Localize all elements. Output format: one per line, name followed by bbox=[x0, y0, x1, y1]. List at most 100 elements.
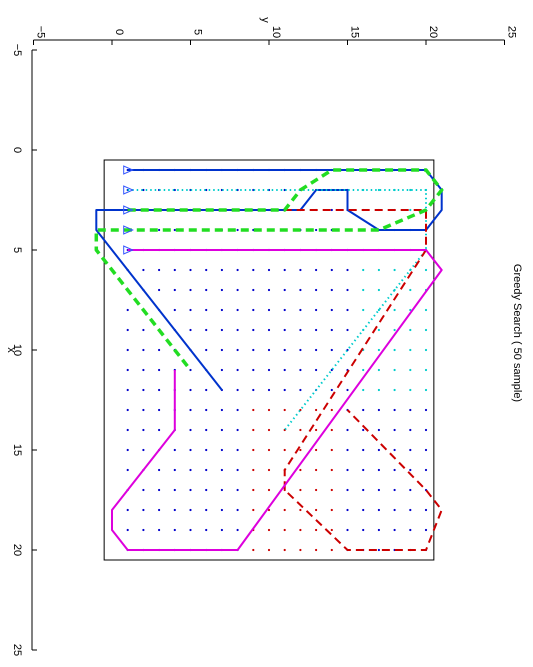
grid-dot bbox=[142, 388, 145, 392]
grid-dot bbox=[330, 548, 333, 552]
y-tick-label: 5 bbox=[192, 29, 204, 35]
x-tick-label: 0 bbox=[11, 147, 23, 153]
grid-dot bbox=[267, 428, 271, 432]
grid-dot bbox=[252, 388, 255, 392]
grid-dot bbox=[346, 508, 349, 512]
grid-dot bbox=[252, 308, 255, 312]
grid-dot bbox=[330, 308, 333, 312]
grid-dot bbox=[173, 308, 176, 312]
grid-dot bbox=[173, 528, 176, 532]
labels: Greedy Search ( 50 sample) x y bbox=[5, 17, 523, 402]
grid-dot bbox=[158, 268, 161, 272]
grid-dot bbox=[220, 468, 223, 472]
grid-dot bbox=[283, 548, 286, 552]
grid-dot bbox=[393, 268, 396, 272]
grid-dot bbox=[315, 408, 318, 412]
grid-dot bbox=[362, 268, 365, 272]
grid-dot bbox=[362, 288, 365, 292]
grid-dot bbox=[299, 368, 302, 372]
chart-title: Greedy Search ( 50 sample) bbox=[511, 264, 523, 402]
grid-dot bbox=[377, 428, 380, 432]
grid-dot bbox=[315, 548, 318, 552]
start-marker bbox=[123, 205, 134, 215]
grid-dot bbox=[299, 328, 302, 332]
series-line-5 bbox=[111, 249, 443, 551]
grid-dot bbox=[158, 408, 161, 412]
grid-dot bbox=[236, 388, 239, 392]
axes: −5 −5 0 0 5 5 10 10 15 15 20 20 25 25 bbox=[11, 26, 518, 656]
grid-dot bbox=[267, 268, 271, 272]
x-tick-label: 25 bbox=[11, 644, 23, 656]
grid-dot bbox=[393, 388, 396, 392]
grid-dot bbox=[236, 528, 239, 532]
grid-dot bbox=[346, 428, 349, 432]
grid-dot bbox=[299, 308, 302, 312]
grid-dot bbox=[330, 288, 333, 292]
grid-dot bbox=[330, 468, 333, 472]
grid-dot bbox=[377, 488, 380, 492]
grid-dot bbox=[205, 328, 208, 332]
grid-dot bbox=[252, 268, 255, 272]
grid-dot bbox=[220, 288, 223, 292]
grid-dot bbox=[205, 388, 208, 392]
grid-dot bbox=[377, 288, 380, 292]
x-tick-label: 10 bbox=[11, 344, 23, 356]
grid-dot bbox=[189, 428, 192, 432]
grid-dot bbox=[220, 428, 223, 432]
grid-dot bbox=[173, 228, 176, 232]
grid-dot bbox=[252, 448, 255, 452]
grid-dot bbox=[377, 348, 380, 352]
y-tick-label: −5 bbox=[35, 26, 47, 39]
y-tick-label: 0 bbox=[113, 29, 125, 35]
grid-dot bbox=[142, 408, 145, 412]
grid-dot bbox=[158, 348, 161, 352]
grid-dot bbox=[346, 528, 349, 532]
grid-dot bbox=[377, 308, 380, 312]
grid-dot bbox=[315, 528, 318, 532]
grid-dot bbox=[362, 388, 365, 392]
grid-dot bbox=[330, 488, 333, 492]
grid-dot bbox=[220, 368, 223, 372]
grid-dot bbox=[236, 508, 239, 512]
grid-dot bbox=[424, 368, 428, 372]
grid-dot bbox=[299, 288, 302, 292]
grid-dot bbox=[315, 428, 318, 432]
grid-dot bbox=[189, 468, 192, 472]
grid-dot bbox=[377, 448, 380, 452]
grid-dots bbox=[126, 168, 428, 552]
x-tick-label: −5 bbox=[11, 44, 23, 57]
grid-dot bbox=[346, 468, 349, 472]
grid-dot bbox=[283, 268, 286, 272]
grid-dot bbox=[377, 368, 380, 372]
grid-dot bbox=[142, 188, 145, 192]
grid-dot bbox=[283, 388, 286, 392]
grid-dot bbox=[205, 288, 208, 292]
grid-dot bbox=[393, 448, 396, 452]
grid-dot bbox=[236, 228, 239, 232]
grid-dot bbox=[236, 428, 239, 432]
grid-dot bbox=[267, 348, 271, 352]
grid-dot bbox=[173, 488, 176, 492]
grid-dot bbox=[362, 408, 365, 412]
series-line-2 bbox=[127, 189, 427, 431]
grid-dot bbox=[236, 288, 239, 292]
grid-dot bbox=[158, 468, 161, 472]
grid-dot bbox=[330, 208, 333, 212]
grid-dot bbox=[220, 448, 223, 452]
series-lines bbox=[94, 168, 444, 551]
grid-dot bbox=[126, 528, 129, 532]
grid-dot bbox=[142, 328, 145, 332]
grid-dot bbox=[409, 508, 412, 512]
grid-dot bbox=[283, 508, 286, 512]
grid-dot bbox=[393, 528, 396, 532]
grid-dot bbox=[189, 268, 192, 272]
grid-dot bbox=[393, 508, 396, 512]
grid-dot bbox=[252, 508, 255, 512]
grid-dot bbox=[189, 408, 192, 412]
grid-dot bbox=[283, 328, 286, 332]
grid-dot bbox=[299, 408, 302, 412]
grid-dot bbox=[315, 288, 318, 292]
grid-dot bbox=[189, 528, 192, 532]
grid-dot bbox=[283, 488, 286, 492]
grid-dot bbox=[377, 268, 380, 272]
